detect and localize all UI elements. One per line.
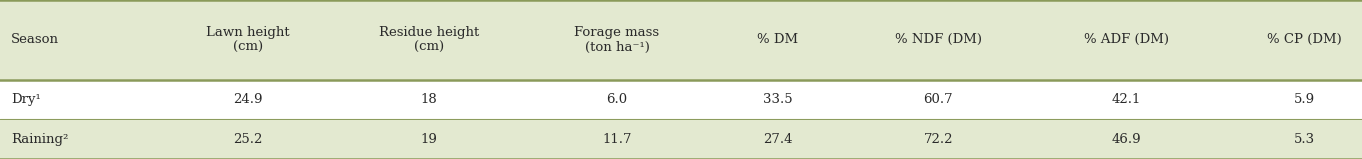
Text: 5.9: 5.9 — [1294, 93, 1316, 106]
Text: 19: 19 — [421, 133, 437, 146]
Text: Raining²: Raining² — [11, 133, 68, 146]
Text: 72.2: 72.2 — [923, 133, 953, 146]
Text: 46.9: 46.9 — [1111, 133, 1141, 146]
Polygon shape — [0, 119, 1362, 159]
Text: 33.5: 33.5 — [763, 93, 793, 106]
Text: 6.0: 6.0 — [606, 93, 628, 106]
Text: Forage mass
(ton ha⁻¹): Forage mass (ton ha⁻¹) — [575, 26, 659, 54]
Text: 60.7: 60.7 — [923, 93, 953, 106]
Text: 25.2: 25.2 — [233, 133, 263, 146]
Text: Lawn height
(cm): Lawn height (cm) — [206, 26, 290, 54]
Text: % DM: % DM — [757, 33, 798, 46]
Text: 27.4: 27.4 — [763, 133, 793, 146]
Text: Residue height
(cm): Residue height (cm) — [379, 26, 479, 54]
Text: 42.1: 42.1 — [1111, 93, 1141, 106]
Polygon shape — [0, 0, 1362, 80]
Text: % CP (DM): % CP (DM) — [1268, 33, 1342, 46]
Polygon shape — [0, 80, 1362, 119]
Text: Season: Season — [11, 33, 59, 46]
Text: % NDF (DM): % NDF (DM) — [895, 33, 982, 46]
Text: Dry¹: Dry¹ — [11, 93, 41, 106]
Text: 11.7: 11.7 — [602, 133, 632, 146]
Text: 18: 18 — [421, 93, 437, 106]
Text: 5.3: 5.3 — [1294, 133, 1316, 146]
Text: % ADF (DM): % ADF (DM) — [1084, 33, 1169, 46]
Text: 24.9: 24.9 — [233, 93, 263, 106]
